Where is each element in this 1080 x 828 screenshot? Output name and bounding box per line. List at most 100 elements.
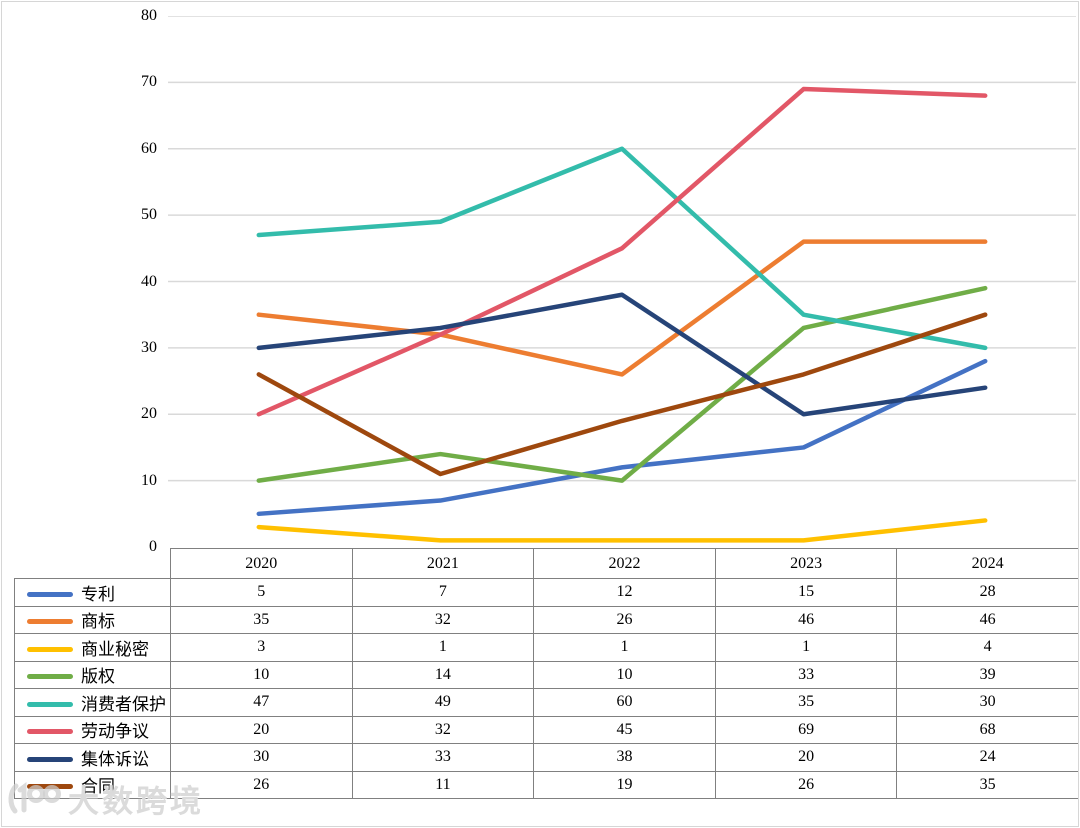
line-chart-plot <box>168 16 1076 543</box>
value-cell: 20 <box>714 743 898 772</box>
legend-cell: 专利 <box>14 578 171 607</box>
value-cell: 46 <box>714 605 898 634</box>
legend-line-swatch <box>27 591 73 597</box>
series-name: 消费者保护 <box>81 694 166 714</box>
y-axis-label: 20 <box>141 405 157 423</box>
y-axis-label: 30 <box>141 338 157 356</box>
legend-cell: 商业秘密 <box>14 633 171 662</box>
value-cell: 33 <box>351 743 535 772</box>
series-name: 商业秘密 <box>81 639 149 659</box>
series-name: 劳动争议 <box>81 722 149 742</box>
table-row: 专利 5 7 12 15 28 <box>14 578 1079 607</box>
year-header: 2024 <box>896 548 1079 579</box>
value-cell: 39 <box>896 660 1079 689</box>
value-cell: 15 <box>714 578 898 607</box>
y-axis-label: 40 <box>141 272 157 290</box>
year-header: 2020 <box>170 548 353 579</box>
series-line-商业秘密 <box>256 518 988 543</box>
table-row: 商标 35 32 26 46 46 <box>14 605 1079 634</box>
value-cell: 12 <box>533 578 716 607</box>
value-cell: 35 <box>170 605 353 634</box>
value-cell: 24 <box>896 743 1079 772</box>
table-row: 合同 26 11 19 26 35 <box>14 770 1079 799</box>
value-cell: 47 <box>170 688 353 717</box>
value-cell: 7 <box>351 578 535 607</box>
series-line-商标 <box>256 239 988 377</box>
y-axis-label: 0 <box>149 538 157 555</box>
value-cell: 60 <box>533 688 716 717</box>
value-cell: 11 <box>351 770 535 799</box>
value-cell: 26 <box>714 770 898 799</box>
value-cell: 35 <box>896 770 1079 799</box>
y-axis-label: 50 <box>141 206 157 224</box>
legend-line-swatch <box>27 784 73 790</box>
series-line-集体诉讼 <box>256 292 988 417</box>
legend-line-swatch <box>27 756 73 762</box>
value-cell: 1 <box>714 633 898 662</box>
series-line-消费者保护 <box>256 146 988 351</box>
value-cell: 20 <box>170 715 353 744</box>
value-cell: 68 <box>896 715 1079 744</box>
legend-line-swatch <box>27 674 73 680</box>
table-row: 消费者保护 47 49 60 35 30 <box>14 688 1079 717</box>
value-cell: 26 <box>170 770 353 799</box>
value-cell: 3 <box>170 633 353 662</box>
legend-line-swatch <box>27 729 73 735</box>
year-header: 2022 <box>533 548 716 579</box>
value-cell: 38 <box>533 743 716 772</box>
series-name: 专利 <box>81 584 115 604</box>
legend-line-swatch <box>27 701 73 707</box>
legend-cell: 商标 <box>14 605 171 634</box>
legend-cell: 劳动争议 <box>14 715 171 744</box>
value-cell: 49 <box>351 688 535 717</box>
year-header: 2023 <box>714 548 898 579</box>
legend-cell: 合同 <box>14 770 171 799</box>
y-axis-label: 60 <box>141 139 157 157</box>
series-name: 集体诉讼 <box>81 749 149 769</box>
value-cell: 10 <box>533 660 716 689</box>
value-cell: 5 <box>170 578 353 607</box>
value-cell: 26 <box>533 605 716 634</box>
value-cell: 32 <box>351 715 535 744</box>
data-table: 2020 2021 2022 2023 2024 专利 5 7 12 15 28 商标 35 32 26 4… <box>14 548 1079 799</box>
legend-cell: 集体诉讼 <box>14 743 171 772</box>
value-cell: 46 <box>896 605 1079 634</box>
value-cell: 28 <box>896 578 1079 607</box>
series-line-合同 <box>256 312 988 477</box>
value-cell: 69 <box>714 715 898 744</box>
value-cell: 1 <box>351 633 535 662</box>
table-row: 劳动争议 20 32 45 69 68 <box>14 715 1079 744</box>
value-cell: 14 <box>351 660 535 689</box>
year-header: 2021 <box>351 548 535 579</box>
legend-cell: 消费者保护 <box>14 688 171 717</box>
value-cell: 30 <box>170 743 353 772</box>
value-cell: 4 <box>896 633 1079 662</box>
value-cell: 33 <box>714 660 898 689</box>
series-line-专利 <box>256 358 988 517</box>
y-axis-label: 10 <box>141 471 157 489</box>
value-cell: 19 <box>533 770 716 799</box>
series-line-版权 <box>256 285 988 483</box>
series-name: 版权 <box>81 667 115 687</box>
table-row: 商业秘密 3 1 1 1 4 <box>14 633 1079 662</box>
legend-line-swatch <box>27 619 73 625</box>
legend-line-swatch <box>27 646 73 652</box>
data-table-header: 2020 2021 2022 2023 2024 <box>15 548 1079 579</box>
series-name: 商标 <box>81 612 115 632</box>
table-row: 版权 10 14 10 33 39 <box>14 660 1079 689</box>
y-axis-label: 80 <box>141 7 157 24</box>
legend-cell: 版权 <box>14 660 171 689</box>
data-table-body: 专利 5 7 12 15 28 商标 35 32 26 46 46 商业秘密 3 1 1 1 4 版权 10 14 10 3… <box>14 578 1079 799</box>
series-name: 合同 <box>81 777 115 797</box>
table-row: 集体诉讼 30 33 38 20 24 <box>14 743 1079 772</box>
value-cell: 32 <box>351 605 535 634</box>
y-axis-label: 70 <box>141 73 157 91</box>
value-cell: 35 <box>714 688 898 717</box>
value-cell: 45 <box>533 715 716 744</box>
value-cell: 10 <box>170 660 353 689</box>
series-line-劳动争议 <box>256 86 988 417</box>
value-cell: 1 <box>533 633 716 662</box>
header-blank-cell <box>15 549 171 579</box>
value-cell: 30 <box>896 688 1079 717</box>
